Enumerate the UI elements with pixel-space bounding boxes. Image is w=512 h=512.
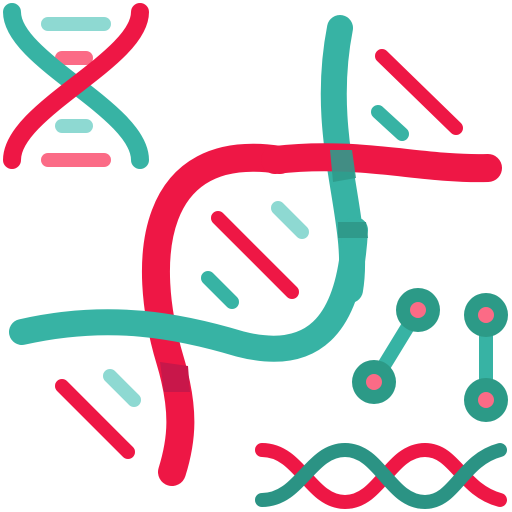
helix-rung <box>375 49 463 135</box>
helix-strand-red-horizontal <box>261 143 502 183</box>
helix-rung <box>271 201 309 239</box>
bottom-dna-strand-icon <box>255 442 507 510</box>
helix-rung <box>211 211 299 299</box>
small-dna-helix-icon <box>3 3 149 169</box>
strand-teal <box>255 442 507 510</box>
helix-rung <box>371 105 409 141</box>
helix-rung <box>55 379 135 459</box>
helix-strand-red-vertical <box>142 143 294 486</box>
large-dna-helix-icon <box>9 15 502 486</box>
helix-strand-teal-horizontal <box>9 217 368 362</box>
helix-rung <box>201 271 239 309</box>
helix-rung <box>103 369 141 407</box>
helix-strand-red <box>3 3 149 169</box>
molecule-nodes-icon <box>352 288 508 422</box>
